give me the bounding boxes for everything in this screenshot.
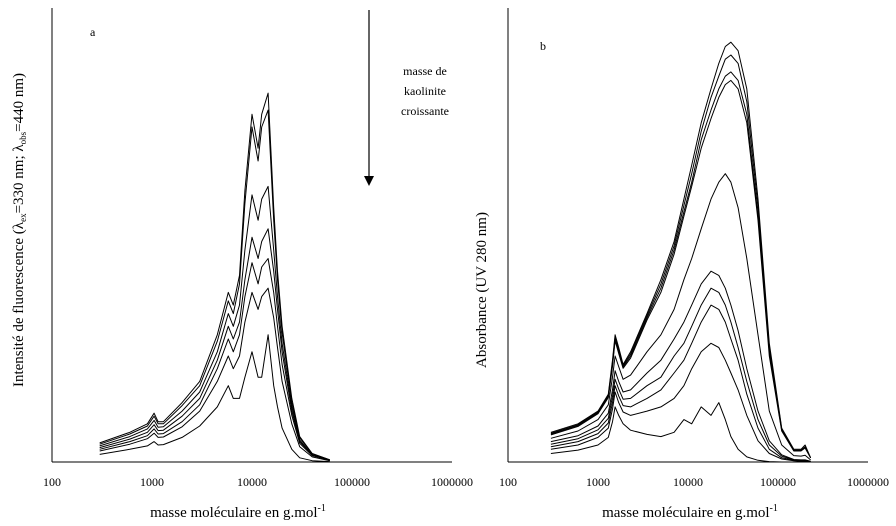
panel-b: b 100 1000 10000 100000 1000000 masse molécu…	[474, 8, 889, 521]
x-tick-label: 10000	[673, 475, 703, 489]
series-line	[550, 173, 811, 461]
panel-letter: b	[540, 39, 546, 53]
x-tick-labels: 100 1000 10000 100000 1000000	[43, 475, 473, 489]
annotation-arrow-head	[364, 176, 374, 186]
y-axis-title-part: =330 nm; λ	[11, 144, 27, 214]
x-tick-label: 100	[43, 475, 61, 489]
x-axis-title: masse moléculaire en g.mol-1	[150, 503, 326, 521]
series-line	[99, 185, 330, 461]
series-line	[550, 54, 812, 459]
series-line	[99, 92, 330, 461]
y-axis-title: Intensité de fluorescence (λex=330 nm; λ…	[11, 73, 28, 387]
series-line	[99, 228, 330, 461]
annotation-line: croissante	[401, 104, 449, 118]
y-axis-title: Absorbance (UV 280 nm)	[474, 212, 490, 368]
series-group	[550, 41, 812, 463]
series-line	[550, 71, 812, 459]
x-tick-label: 1000	[140, 475, 164, 489]
panel-letter: a	[90, 25, 96, 39]
series-line	[550, 287, 811, 463]
x-tick-label: 100000	[760, 475, 796, 489]
panel-a: a 100 1000 10000 100000 1000000 masse molécu…	[11, 8, 473, 521]
series-line	[550, 402, 811, 463]
series-line	[550, 342, 811, 463]
series-group	[99, 92, 330, 463]
y-axis-title-part: Intensité de fluorescence (λ	[11, 221, 27, 387]
x-tick-label: 1000	[586, 475, 610, 489]
y-axis-title-part: =440 nm)	[11, 73, 27, 132]
series-line	[99, 334, 330, 463]
x-tick-label: 1000000	[847, 475, 889, 489]
series-line	[99, 109, 330, 461]
x-axis-title-superscript: -1	[318, 503, 326, 514]
x-tick-label: 10000	[237, 475, 267, 489]
x-tick-labels: 100 1000 10000 100000 1000000	[499, 475, 889, 489]
y-axis-title-subscript: ex	[18, 213, 28, 222]
annotation: masse de kaolinite croissante	[364, 10, 449, 186]
annotation-line: masse de	[403, 64, 447, 78]
y-axis-title-subscript: obs	[18, 131, 28, 144]
x-axis-title-text: masse moléculaire en g.mol	[150, 505, 317, 521]
x-axis-title-superscript: -1	[770, 503, 778, 514]
x-tick-label: 1000000	[431, 475, 473, 489]
series-line	[99, 287, 330, 462]
series-line	[550, 304, 811, 463]
series-line	[550, 41, 812, 458]
series-line	[99, 258, 330, 461]
x-tick-label: 100	[499, 475, 517, 489]
series-line	[550, 270, 811, 462]
x-axis-title: masse moléculaire en g.mol-1	[602, 503, 778, 521]
x-tick-label: 100000	[334, 475, 370, 489]
annotation-line: kaolinite	[404, 84, 446, 98]
series-line	[550, 79, 812, 459]
x-axis-title-text: masse moléculaire en g.mol	[602, 505, 769, 521]
